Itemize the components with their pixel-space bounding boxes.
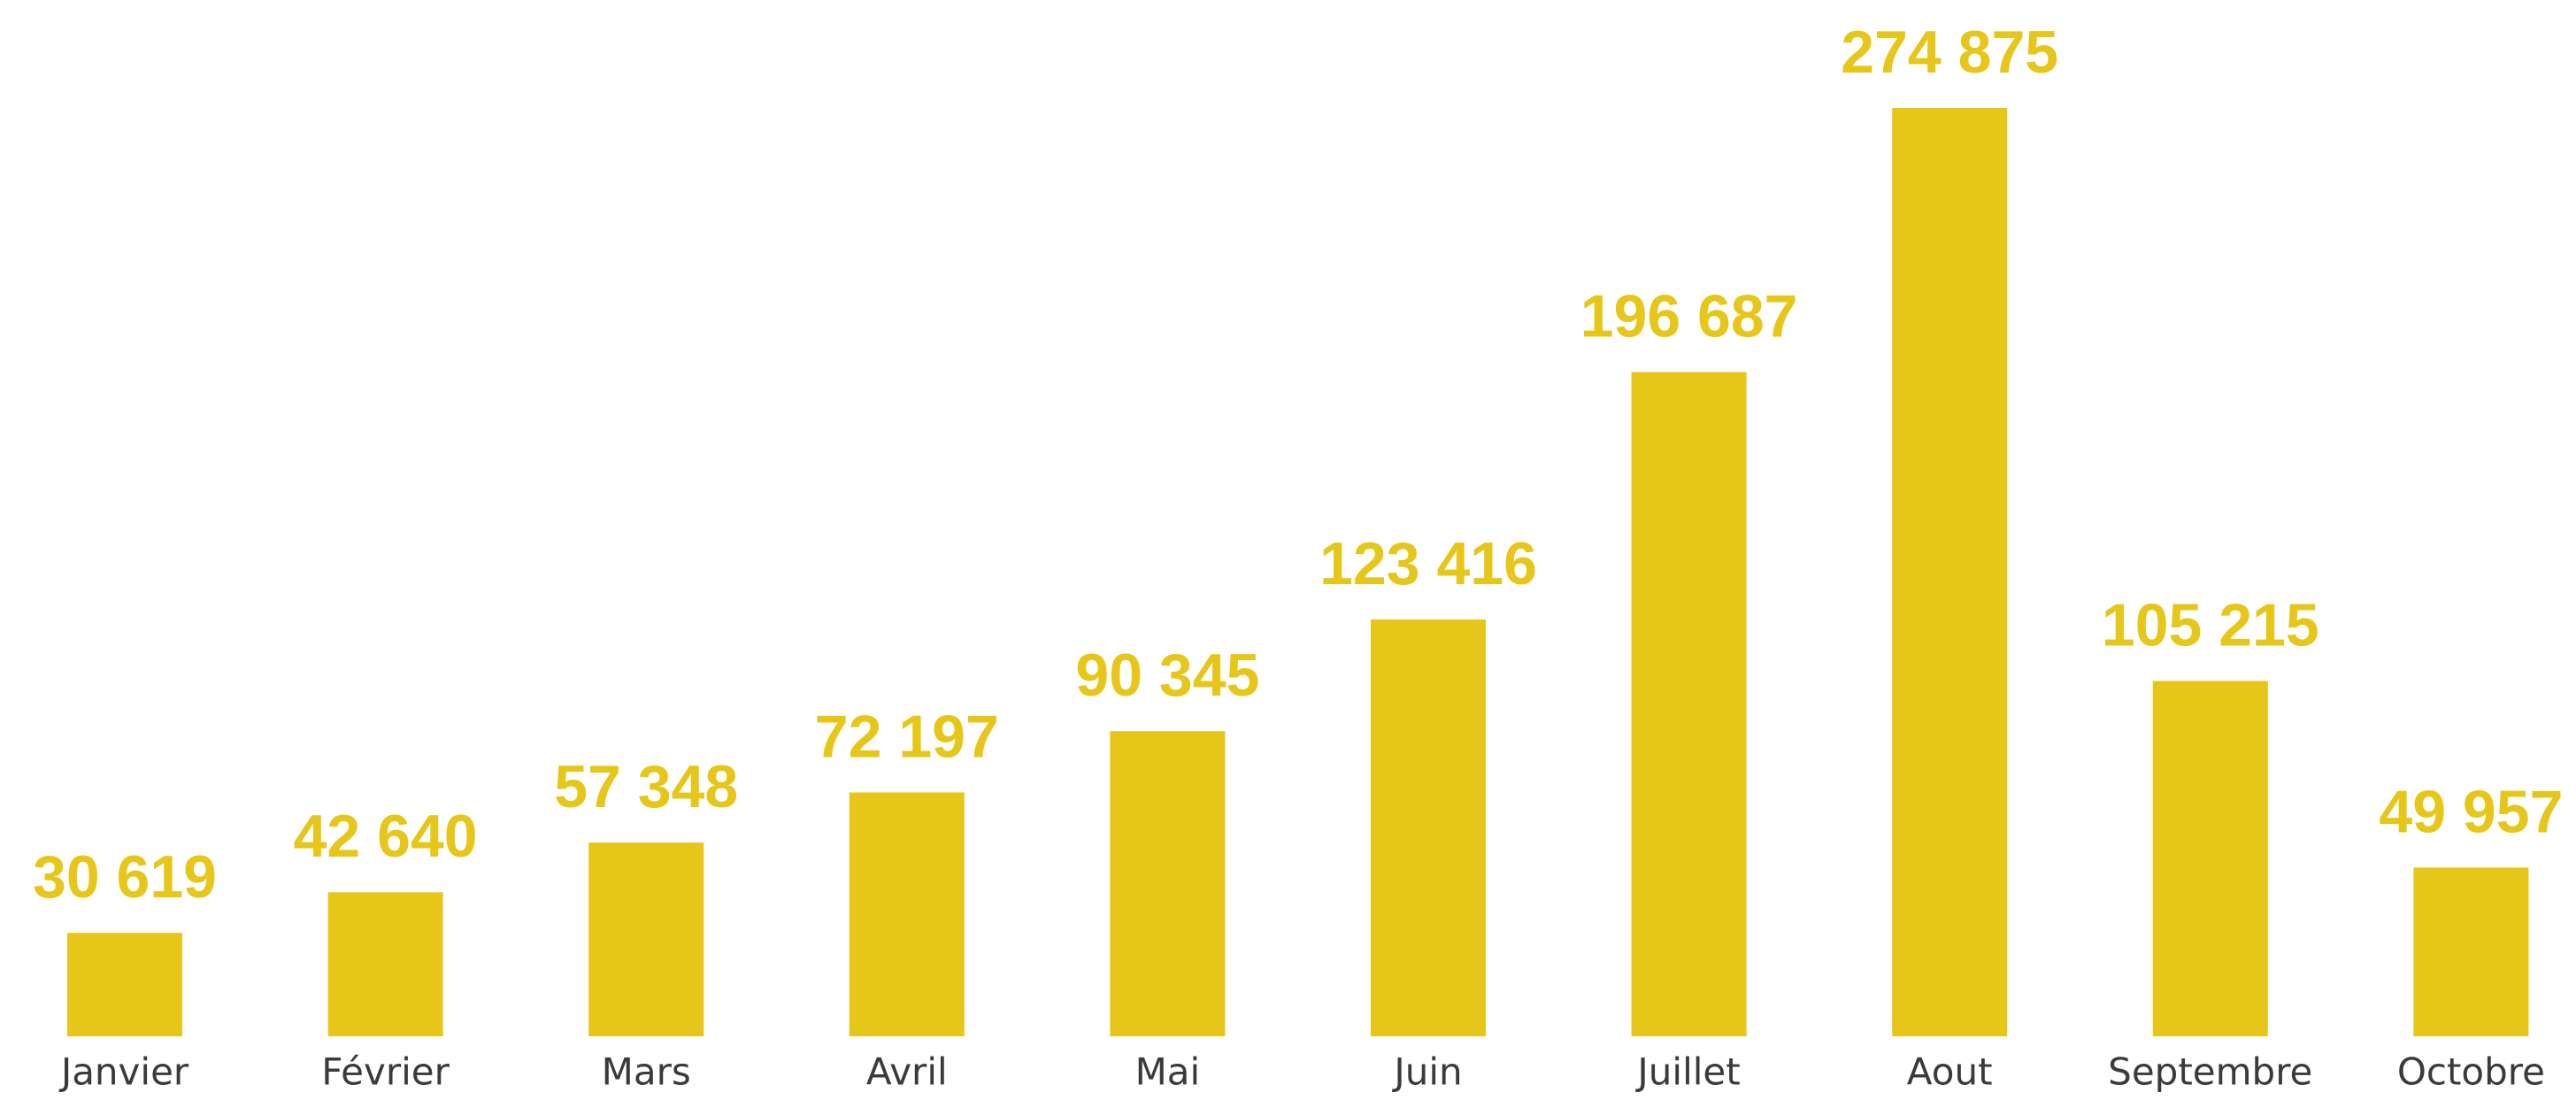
- value-label: 123 416: [1319, 530, 1537, 597]
- bar: [2152, 681, 2268, 1036]
- value-label: 105 215: [2102, 591, 2319, 658]
- x-tick-label: Juin: [1391, 1050, 1462, 1094]
- value-label: 196 687: [1580, 282, 1798, 350]
- value-label: 30 619: [33, 843, 217, 911]
- x-tick-label: Mars: [602, 1050, 691, 1094]
- x-tick-label: Mai: [1135, 1050, 1201, 1094]
- bar: [849, 792, 965, 1036]
- bar: [2413, 867, 2529, 1036]
- x-tick-label: Juillet: [1634, 1050, 1740, 1094]
- x-tick-label: Avril: [866, 1050, 948, 1094]
- value-label: 49 957: [2379, 778, 2563, 845]
- value-label: 274 875: [1841, 19, 2058, 86]
- bar: [327, 892, 443, 1036]
- x-tick-label: Octobre: [2397, 1050, 2545, 1094]
- value-label: 72 197: [815, 703, 999, 770]
- value-label: 57 348: [554, 753, 738, 820]
- bar: [588, 842, 704, 1036]
- value-label: 42 640: [294, 803, 478, 870]
- x-tick-label: Aout: [1907, 1050, 1993, 1094]
- x-tick-label: Janvier: [58, 1050, 189, 1094]
- bar: [1892, 108, 2008, 1036]
- x-tick-label: Septembre: [2108, 1050, 2312, 1094]
- x-tick-label: Février: [321, 1050, 450, 1094]
- bar: [1631, 372, 1747, 1036]
- bar: [1371, 619, 1486, 1036]
- bar: [67, 933, 182, 1036]
- bar: [1110, 731, 1226, 1036]
- value-label: 90 345: [1075, 642, 1259, 709]
